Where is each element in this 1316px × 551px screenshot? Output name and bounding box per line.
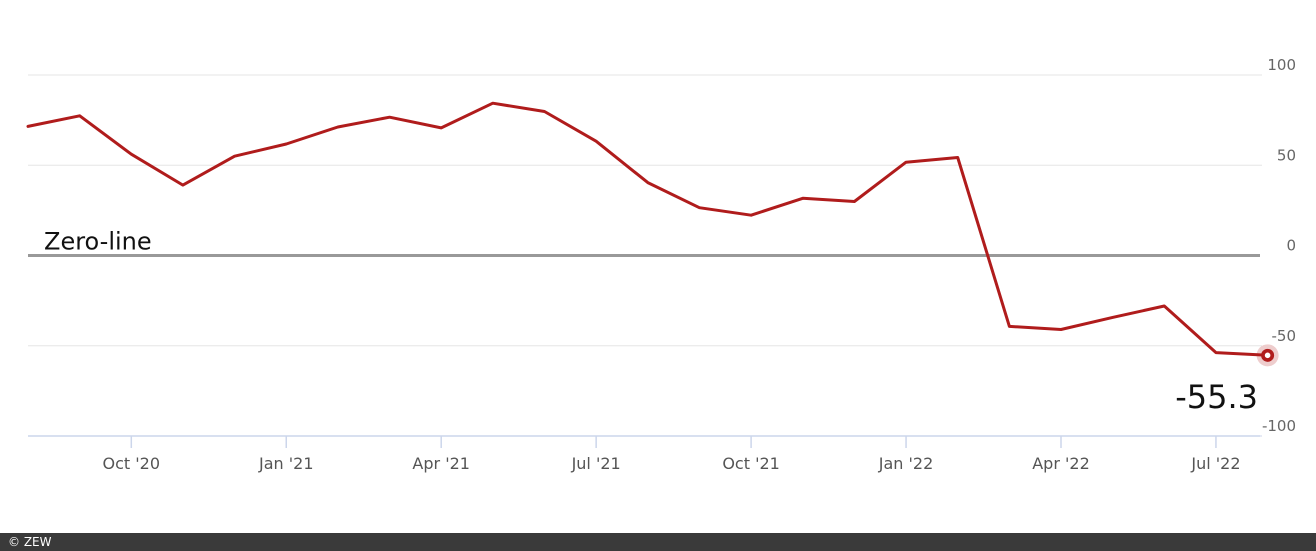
data-point[interactable] — [282, 140, 290, 148]
last-value-label: -55.3 — [1175, 378, 1258, 416]
data-point[interactable] — [24, 122, 32, 130]
data-point[interactable] — [437, 124, 445, 132]
data-point[interactable] — [747, 211, 755, 219]
data-point[interactable] — [1109, 313, 1117, 321]
y-axis-ticks: 100 50 0 -50 -100 — [1262, 56, 1296, 435]
x-axis-ticks: Oct '20 Jan '21 Apr '21 Jul '21 Oct '21 Jan '… — [103, 436, 1241, 473]
data-point[interactable] — [799, 194, 807, 202]
data-point[interactable] — [695, 204, 703, 212]
y-tick-label: 0 — [1286, 237, 1296, 255]
x-tick-label: Oct '20 — [103, 454, 161, 473]
data-point[interactable] — [231, 152, 239, 160]
data-point[interactable] — [850, 198, 858, 206]
data-point[interactable] — [76, 112, 84, 120]
y-tick-label: -50 — [1272, 327, 1297, 345]
line-chart: 100 50 0 -50 -100 Oct '20 Jan '21 Apr '21 Jul '… — [24, 56, 1296, 473]
data-points — [24, 99, 1272, 359]
data-point[interactable] — [541, 107, 549, 115]
data-point[interactable] — [127, 150, 135, 158]
y-tick-label: -100 — [1262, 417, 1296, 435]
x-tick-label: Apr '21 — [412, 454, 470, 473]
zero-line-label: Zero-line — [44, 228, 152, 256]
x-tick-label: Jul '21 — [571, 454, 621, 473]
data-point[interactable] — [644, 179, 652, 187]
x-tick-label: Jul '22 — [1190, 454, 1240, 473]
data-point[interactable] — [334, 123, 342, 131]
footer-bar: © ZEW — [0, 533, 1316, 551]
x-tick-label: Apr '22 — [1032, 454, 1090, 473]
last-point-center — [1264, 352, 1271, 359]
y-tick-label: 100 — [1267, 56, 1296, 74]
data-point[interactable] — [954, 153, 962, 161]
data-point[interactable] — [1160, 302, 1168, 310]
data-point[interactable] — [386, 113, 394, 121]
data-point[interactable] — [179, 181, 187, 189]
x-tick-label: Jan '22 — [878, 454, 934, 473]
x-tick-label: Oct '21 — [722, 454, 780, 473]
data-point[interactable] — [902, 158, 910, 166]
data-point[interactable] — [592, 137, 600, 145]
series-line — [26, 101, 1270, 357]
copyright-text: © ZEW — [8, 535, 52, 549]
data-point[interactable] — [1005, 322, 1013, 330]
data-point[interactable] — [1057, 326, 1065, 334]
x-tick-label: Jan '21 — [258, 454, 314, 473]
data-point[interactable] — [489, 99, 497, 107]
y-tick-label: 50 — [1277, 146, 1296, 164]
data-point[interactable] — [1212, 349, 1220, 357]
